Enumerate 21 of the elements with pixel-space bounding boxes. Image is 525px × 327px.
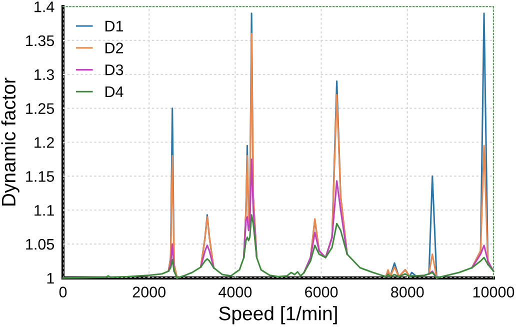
y-tick-label: 1.35 — [26, 35, 54, 46]
y-tick-label: 1.4 — [34, 2, 54, 12]
legend-label: D1 — [106, 20, 124, 32]
y-tick-label: 1.3 — [34, 69, 54, 80]
y-tick-label: 1 — [47, 272, 54, 284]
x-tick-label: 0 — [59, 286, 67, 298]
y-tick-label: 1.25 — [26, 103, 54, 114]
legend-label: D2 — [106, 42, 124, 54]
y-tick-label: 1.1 — [34, 205, 54, 216]
x-tick-label: 6000 — [305, 286, 338, 298]
x-tick-label: 2000 — [132, 286, 166, 298]
y-tick-label: 1.2 — [34, 137, 54, 148]
y-tick-label: 1.15 — [26, 171, 54, 182]
legend-label: D3 — [106, 64, 124, 76]
legend-label: D4 — [106, 86, 124, 98]
x-tick-label: 8000 — [391, 286, 424, 298]
x-tick-label: 4000 — [218, 286, 252, 298]
x-axis-title: Speed [1/min] — [219, 306, 337, 324]
y-axis-title: Dynamic factor — [1, 78, 20, 206]
x-tick-label: 10000 — [473, 286, 514, 298]
y-tick-label: 1.05 — [26, 238, 54, 250]
